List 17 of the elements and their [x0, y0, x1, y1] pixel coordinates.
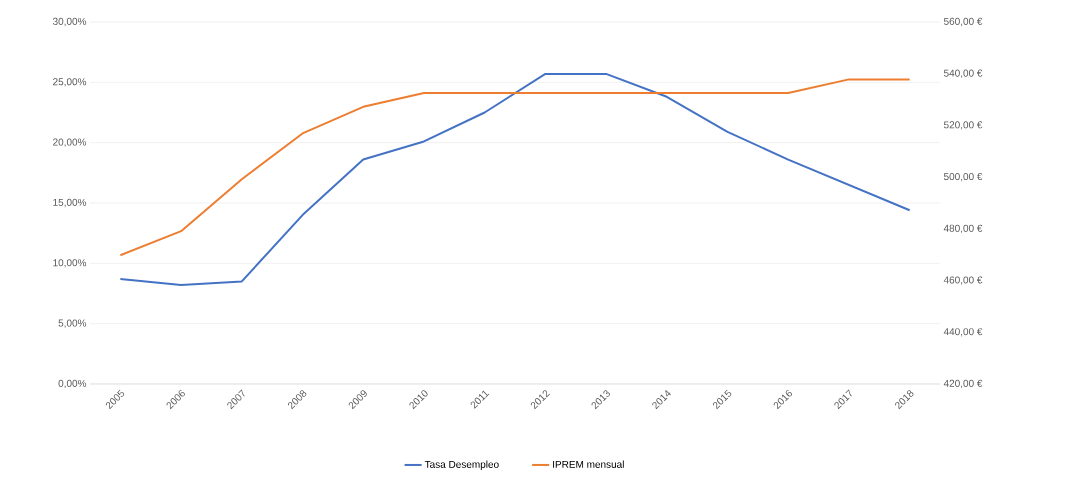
y-tick-label: 25,00%: [53, 78, 87, 87]
y-tick-label: 5,00%: [58, 319, 87, 328]
y-tick-label: 15,00%: [53, 198, 87, 208]
y2-tick-label: 420,00 €: [943, 379, 983, 389]
y2-tick-label: 520,00 €: [943, 121, 983, 130]
legend-label: IPREM mensual: [553, 460, 624, 468]
y2-tick-label: 480,00 €: [943, 224, 983, 233]
y2-tick-label: 440,00 €: [943, 328, 983, 337]
y2-tick-label: 500,00 €: [943, 173, 983, 182]
y2-tick-label: 460,00 €: [943, 276, 983, 285]
y-tick-label: 20,00%: [53, 138, 87, 147]
y-tick-label: 30,00%: [52, 17, 87, 27]
y2-tick-label: 560,00 €: [943, 17, 983, 27]
y-tick-label: 10,00%: [53, 259, 87, 268]
y-tick-label: 0,00%: [58, 379, 87, 389]
legend-label: Tasa Desempleo: [424, 460, 499, 470]
y2-tick-label: 540,00 €: [943, 69, 983, 78]
